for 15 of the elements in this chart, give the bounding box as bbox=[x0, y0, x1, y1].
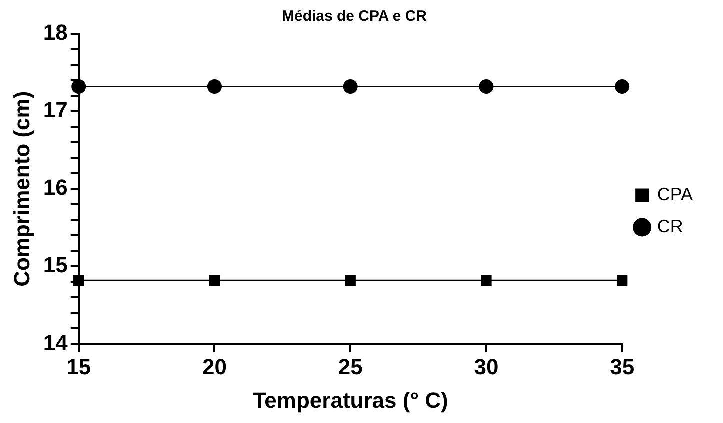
y-tick-label: 17 bbox=[43, 98, 68, 123]
x-tick-label: 25 bbox=[338, 354, 363, 380]
chart-title: Médias de CPA e CR bbox=[282, 8, 428, 26]
x-axis-title: Temperaturas (° C) bbox=[252, 388, 448, 413]
y-tick-label: 16 bbox=[43, 175, 68, 200]
x-tick-label: 15 bbox=[66, 354, 92, 380]
y-tick-label: 18 bbox=[43, 20, 68, 46]
y-tick-label: 15 bbox=[43, 252, 68, 278]
x-tick-label: 35 bbox=[610, 354, 635, 380]
x-tick-label: 30 bbox=[474, 354, 499, 380]
y-axis-title: Comprimento (cm) bbox=[9, 91, 34, 287]
legend-label: CR bbox=[657, 216, 684, 236]
x-tick-label: 20 bbox=[202, 354, 227, 380]
y-tick-label: 14 bbox=[43, 330, 69, 356]
legend-label: CPA bbox=[657, 184, 694, 204]
